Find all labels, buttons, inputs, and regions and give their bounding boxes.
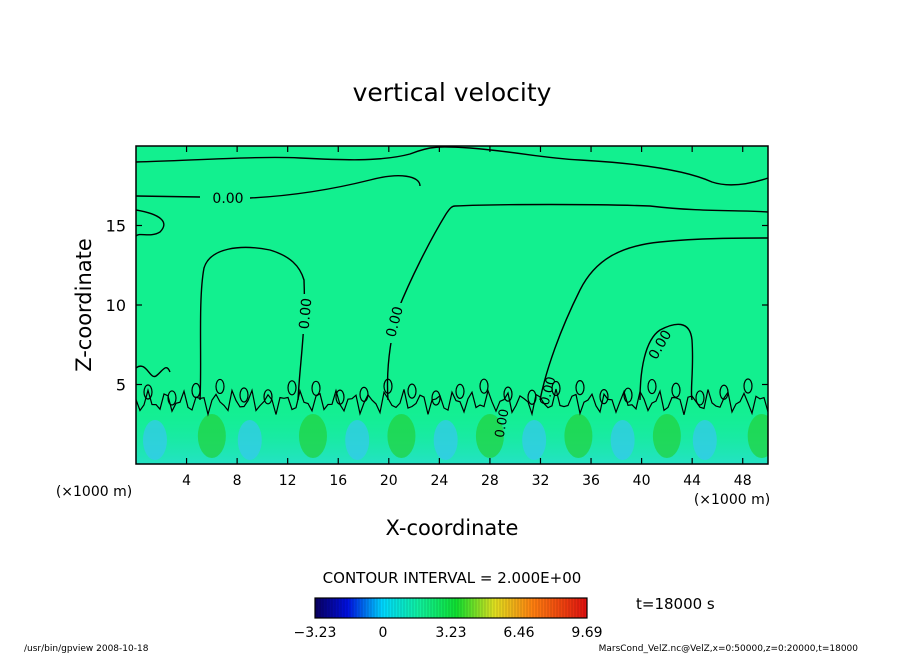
x-unit-right: (×1000 m) bbox=[694, 492, 770, 508]
contour-cell bbox=[335, 389, 345, 405]
x-tick-label: 36 bbox=[582, 473, 600, 489]
contour-cell bbox=[215, 378, 225, 395]
colorbar-tick-labels: −3.23 0 3.23 6.46 9.69 bbox=[294, 625, 603, 641]
downdraft-patch bbox=[692, 420, 717, 460]
updraft-patch bbox=[564, 414, 593, 458]
y-tick-label: 10 bbox=[106, 296, 126, 315]
x-tick-label: 12 bbox=[279, 473, 297, 489]
x-axis: 4 8 12 16 20 24 28 32 36 40 44 48 bbox=[182, 146, 752, 489]
contour-cell bbox=[551, 380, 561, 397]
contour-cell bbox=[695, 390, 705, 406]
x-tick-label: 4 bbox=[182, 473, 191, 489]
contour-cell bbox=[311, 380, 321, 396]
chart-title: vertical velocity bbox=[353, 78, 552, 107]
x-tick-label: 48 bbox=[734, 473, 752, 489]
updraft-patch bbox=[298, 414, 327, 458]
contour-top-lower bbox=[136, 175, 421, 199]
plot-area: 0.00 0.00 0.00 0.00 0.00 0.00 bbox=[136, 146, 768, 464]
colorbar-stripes bbox=[316, 598, 585, 618]
contour-cell bbox=[479, 378, 489, 394]
x-tick-label: 24 bbox=[430, 473, 448, 489]
field-patches bbox=[142, 414, 768, 460]
contour-interval: CONTOUR INTERVAL = 2.000E+00 bbox=[323, 569, 582, 587]
contour-cell bbox=[407, 383, 417, 399]
x-tick-label: 32 bbox=[532, 473, 550, 489]
colorbar-tick-label: 0 bbox=[379, 625, 388, 641]
colorbar-tick-label: 3.23 bbox=[435, 625, 466, 641]
contour-cell bbox=[527, 389, 537, 405]
downdraft-patch bbox=[610, 420, 635, 460]
downdraft-patch bbox=[345, 420, 370, 460]
colorbar-tick-label: −3.23 bbox=[294, 625, 337, 641]
contour-cell bbox=[719, 384, 729, 400]
contour-diagonal-mid bbox=[386, 205, 456, 401]
contour-cell bbox=[167, 390, 177, 406]
contour-cell bbox=[263, 389, 273, 405]
contour-cell bbox=[623, 387, 633, 403]
x-axis-label: X-coordinate bbox=[386, 516, 519, 540]
x-tick-label: 16 bbox=[329, 473, 347, 489]
contour-cell bbox=[575, 380, 585, 396]
updraft-patch bbox=[747, 414, 768, 458]
contour-top-upper bbox=[136, 146, 768, 186]
updraft-patch bbox=[197, 414, 226, 458]
contour-right-arc bbox=[454, 203, 768, 213]
colorbar: −3.23 0 3.23 6.46 9.69 bbox=[294, 597, 603, 641]
contour-label: 0.00 bbox=[538, 375, 560, 407]
x-tick-label: 28 bbox=[481, 473, 499, 489]
y-axis: 5 10 15 bbox=[106, 217, 768, 395]
updraft-patch bbox=[475, 414, 504, 458]
x-tick-label: 44 bbox=[683, 473, 701, 489]
colorbar-tick-label: 6.46 bbox=[503, 625, 534, 641]
time-label: t=18000 s bbox=[636, 595, 715, 613]
footer-right: MarsCond_VelZ.nc@VelZ,x=0:50000,z=0:2000… bbox=[599, 644, 859, 654]
contour-diagonal-right bbox=[539, 237, 768, 401]
x-tick-label: 20 bbox=[380, 473, 398, 489]
contour-cell bbox=[143, 384, 153, 400]
colorbar-tick-label: 9.69 bbox=[571, 625, 602, 641]
y-axis-label: Z-coordinate bbox=[72, 238, 96, 372]
contour-cell bbox=[455, 383, 465, 399]
contour-cell bbox=[647, 378, 657, 395]
contour-cell bbox=[359, 386, 369, 402]
downdraft-patch bbox=[237, 420, 262, 460]
contour-cell bbox=[743, 378, 753, 394]
contour-cell bbox=[599, 389, 609, 405]
colorbar-frame bbox=[314, 597, 588, 619]
contour-cell bbox=[431, 390, 441, 406]
colorbar-gradient bbox=[315, 598, 587, 618]
downdraft-patch bbox=[522, 420, 547, 460]
x-tick-label: 8 bbox=[233, 473, 242, 489]
y-tick-label: 15 bbox=[106, 217, 126, 236]
updraft-patch bbox=[387, 414, 416, 458]
contour-lowlevel bbox=[136, 388, 768, 417]
contour-bump-right bbox=[639, 323, 694, 401]
downdraft-patch bbox=[433, 420, 458, 460]
x-unit-left: (×1000 m) bbox=[56, 484, 132, 500]
contour-cell bbox=[671, 382, 681, 398]
updraft-patch bbox=[652, 414, 681, 458]
contour-label: 0.00 bbox=[493, 408, 513, 439]
contour-cell bbox=[239, 387, 249, 403]
contour-cell bbox=[383, 378, 393, 394]
y-tick-label: 5 bbox=[116, 376, 126, 395]
contour-cell bbox=[191, 382, 201, 399]
footer-left: /usr/bin/gpview 2008-10-18 bbox=[24, 644, 149, 654]
contour-left-lobe bbox=[136, 209, 165, 237]
contour-cell bbox=[287, 380, 297, 396]
contour-label: 0.00 bbox=[383, 305, 407, 339]
contour-low-wave bbox=[136, 365, 171, 378]
contour-label: 0.00 bbox=[212, 191, 243, 207]
contour-cell bbox=[503, 386, 513, 402]
downdraft-patch bbox=[142, 420, 167, 460]
x-tick-label: 40 bbox=[633, 473, 651, 489]
contour-lines bbox=[136, 146, 768, 401]
contour-lowlevel-wiggles bbox=[136, 378, 768, 417]
contour-label: 0.00 bbox=[297, 297, 316, 329]
